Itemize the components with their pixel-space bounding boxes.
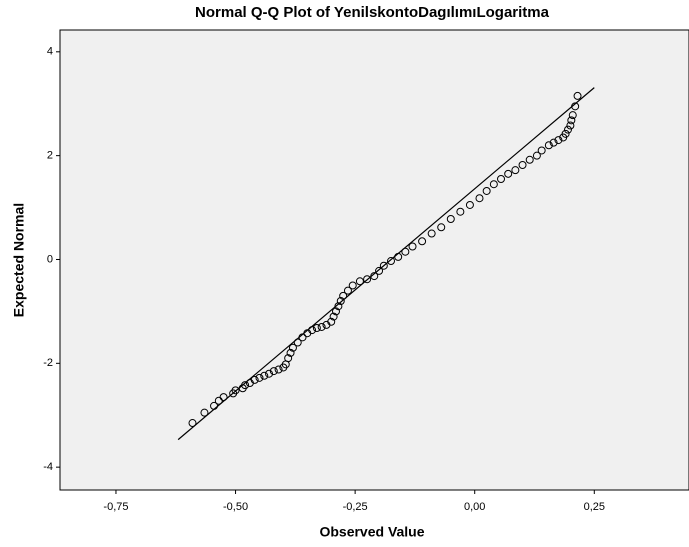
point [219, 393, 228, 402]
point [241, 381, 250, 390]
point [265, 369, 274, 378]
point [329, 312, 338, 321]
y-tick-label: -4 [43, 461, 53, 473]
x-axis-title: Observed Value [319, 524, 424, 540]
x-tick-label: 0,00 [464, 501, 485, 513]
point [210, 401, 219, 410]
point [188, 419, 197, 428]
y-tick-label: 2 [47, 150, 53, 162]
y-tick-label: -2 [43, 357, 53, 369]
point [260, 371, 269, 380]
x-tick-label: -0,75 [103, 501, 128, 513]
point [308, 326, 317, 335]
point [331, 307, 340, 316]
point [394, 252, 403, 261]
point [532, 151, 541, 160]
point [339, 291, 348, 300]
point [348, 281, 357, 290]
point [568, 111, 577, 120]
point [269, 367, 278, 376]
point [343, 286, 352, 295]
point [298, 333, 307, 342]
point [375, 266, 384, 275]
reference-line [177, 87, 595, 441]
point [401, 247, 410, 256]
point [288, 343, 297, 352]
point [567, 116, 576, 125]
y-tick-label: 4 [47, 46, 53, 58]
point [427, 229, 436, 238]
plot-area [59, 29, 689, 491]
point [284, 354, 293, 363]
point [286, 348, 295, 357]
point [504, 169, 513, 178]
point [250, 375, 259, 384]
point [387, 257, 396, 266]
point [363, 275, 372, 284]
point [274, 365, 283, 374]
point [537, 146, 546, 155]
point [525, 155, 534, 164]
point [475, 194, 484, 203]
point [573, 91, 582, 100]
y-axis-title: Expected Normal [11, 203, 27, 317]
point [317, 322, 326, 331]
point [334, 302, 343, 311]
chart-title: Normal Q-Q Plot of YenilskontoDagılımıLo… [195, 4, 550, 21]
point [563, 125, 572, 134]
point [255, 373, 264, 382]
point [554, 136, 563, 145]
point [293, 338, 302, 347]
point [312, 324, 321, 333]
point [549, 138, 558, 147]
y-tick-label: 0 [47, 253, 53, 265]
point [437, 223, 446, 232]
x-tick-label: -0,25 [343, 501, 368, 513]
point [482, 186, 491, 195]
point [511, 166, 520, 175]
point [370, 272, 379, 281]
point [544, 141, 553, 150]
point [355, 277, 364, 286]
point [518, 160, 527, 169]
point [231, 386, 240, 395]
x-tick-label: 0,25 [584, 501, 605, 513]
point [497, 175, 506, 184]
point [446, 214, 455, 223]
point [379, 261, 388, 270]
point [489, 180, 498, 189]
point [465, 200, 474, 209]
point [456, 207, 465, 216]
point [418, 237, 427, 246]
point [336, 297, 345, 306]
point [408, 242, 417, 251]
point [571, 102, 580, 111]
point [327, 317, 336, 326]
point [200, 408, 209, 417]
x-tick-label: -0,50 [223, 501, 248, 513]
point [566, 121, 575, 130]
point [561, 129, 570, 138]
